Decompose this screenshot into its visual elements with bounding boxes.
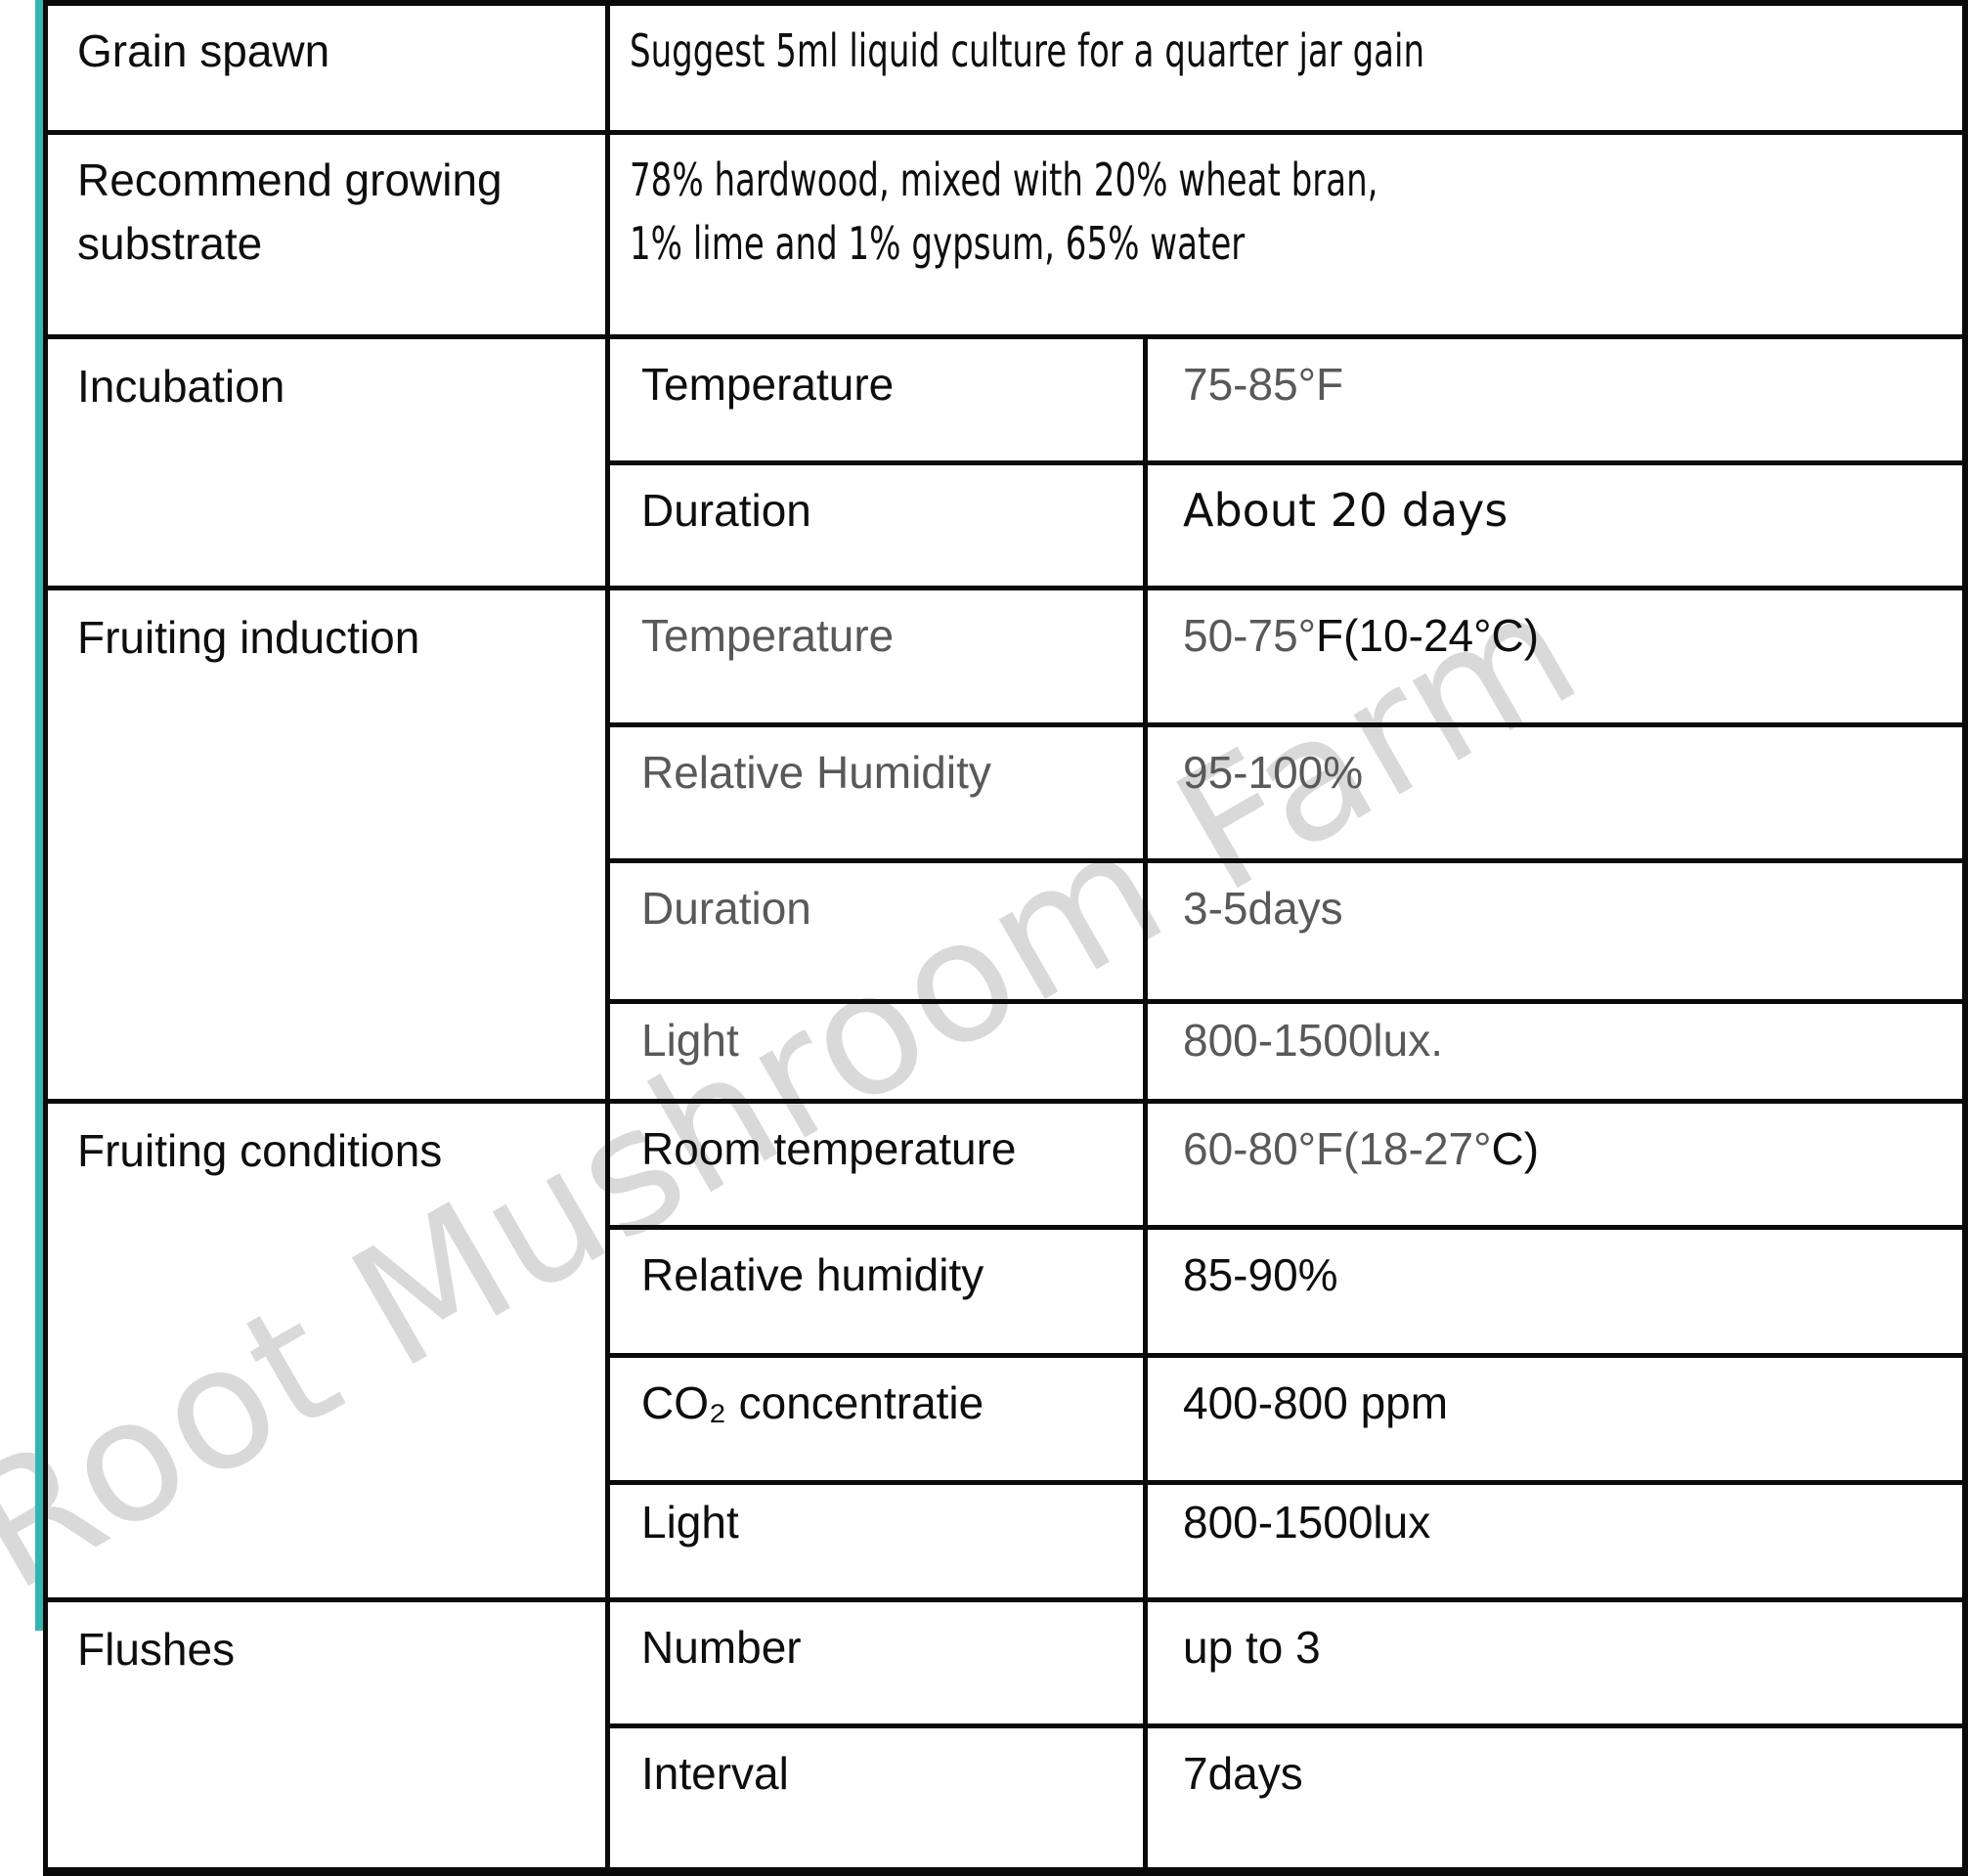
section-label-text: Fruiting induction — [77, 612, 420, 663]
param-flushes-interval: Interval — [605, 1723, 1148, 1874]
param-flushes-number: Number — [605, 1597, 1148, 1728]
value-grain-spawn: Suggest 5ml liquid culture for a quarter… — [605, 0, 1968, 135]
table-row: Light 800-1500lux. — [46, 999, 1968, 1104]
value-text: 800-1500lux. — [1183, 1015, 1443, 1066]
section-label-flushes: Flushes — [43, 1597, 610, 1874]
value-text: 7days — [1183, 1748, 1303, 1799]
param-text: Room temperature — [641, 1123, 1017, 1174]
table-row: CO₂ concentratie 400-800 ppm — [46, 1353, 1968, 1485]
value-incubation-temperature: 75-85°F — [1143, 334, 1968, 465]
section-label-text: Fruiting conditions — [77, 1125, 443, 1176]
section-label-fruiting-induction: Fruiting induction — [43, 586, 610, 1104]
value-text: 85-90% — [1183, 1249, 1338, 1300]
section-label-grain-spawn: Grain spawn — [43, 0, 610, 135]
section-label-incubation: Incubation — [43, 334, 610, 590]
value-incubation-duration: About 20 days — [1143, 460, 1968, 590]
param-induction-duration: Duration — [605, 858, 1148, 1004]
table-row: Fruiting conditions Room temperature 60-… — [43, 1099, 1968, 1602]
value-induction-humidity: 95-100% — [1143, 722, 1968, 863]
value-text: 800-1500lux — [1183, 1497, 1431, 1548]
table-row: Incubation Temperature 75-85°F — [43, 334, 1968, 590]
value-text: up to 3 — [1183, 1622, 1321, 1673]
section-label-substrate: Recommend growing substrate — [43, 130, 610, 339]
table-row: Duration About 20 days — [46, 460, 1968, 590]
value-text: 75-85°F — [1183, 359, 1344, 410]
param-text: Light — [641, 1015, 739, 1066]
param-conditions-room-temperature: Room temperature — [605, 1099, 1148, 1230]
param-conditions-light: Light — [605, 1480, 1148, 1602]
growing-parameters-table: Grain spawn Suggest 5ml liquid culture f… — [43, 0, 1968, 1876]
value-conditions-humidity: 85-90% — [1143, 1225, 1968, 1358]
value-text: 95-100% — [1183, 747, 1364, 798]
value-text-line2: 1% lime and 1% gypsum, 65% water — [630, 217, 1246, 271]
param-incubation-duration: Duration — [605, 460, 1148, 590]
value-text: About 20 days — [1183, 484, 1509, 537]
param-text: Relative humidity — [641, 1249, 984, 1300]
section-label-fruiting-conditions: Fruiting conditions — [43, 1099, 610, 1602]
value-substrate: 78% hardwood, mixed with 20% wheat bran,… — [605, 130, 1968, 339]
table-row: Relative humidity 85-90% — [46, 1225, 1968, 1358]
value-text: 400-800 ppm — [1183, 1377, 1449, 1428]
param-text: Temperature — [641, 610, 895, 661]
value-conditions-light: 800-1500lux — [1143, 1480, 1968, 1602]
table-row: Recommend growing substrate 78% hardwood… — [43, 130, 1968, 339]
value-text: 3-5days — [1183, 883, 1343, 934]
param-induction-light: Light — [605, 999, 1148, 1104]
param-conditions-humidity: Relative humidity — [605, 1225, 1148, 1358]
param-text: Relative Humidity — [641, 747, 991, 798]
table-row: Light 800-1500lux — [46, 1480, 1968, 1602]
value-text-black-part: F(10-24°C) — [1316, 610, 1540, 661]
value-flushes-interval: 7days — [1143, 1723, 1968, 1874]
param-text: Interval — [641, 1748, 789, 1799]
param-induction-humidity: Relative Humidity — [605, 722, 1148, 863]
value-conditions-room-temperature: 60-80°F(18-27°C) — [1143, 1099, 1968, 1230]
section-label-text: Recommend growing substrate — [77, 154, 503, 270]
param-induction-temperature: Temperature — [605, 586, 1148, 727]
value-conditions-co2: 400-800 ppm — [1143, 1353, 1968, 1485]
value-induction-light: 800-1500lux. — [1143, 999, 1968, 1104]
value-text-line1: 78% hardwood, mixed with 20% wheat bran, — [630, 153, 1378, 206]
param-text: Duration — [641, 883, 811, 934]
value-text-black-part: C) — [1491, 1123, 1540, 1174]
table-row: Flushes Number up to 3 — [43, 1597, 1968, 1874]
table-row: Fruiting induction Temperature 50-75°F(1… — [43, 586, 1968, 1104]
section-label-text: Flushes — [77, 1624, 236, 1675]
table-left-accent-border — [35, 0, 43, 1631]
section-label-text: Grain spawn — [77, 25, 330, 76]
value-text: Suggest 5ml liquid culture for a quarter… — [630, 24, 1425, 77]
value-text-gray-part: 50-75° — [1183, 610, 1317, 661]
table-row: Duration 3-5days — [46, 858, 1968, 1004]
param-incubation-temperature: Temperature — [605, 334, 1148, 465]
param-text: Number — [641, 1622, 802, 1673]
value-induction-temperature: 50-75°F(10-24°C) — [1143, 586, 1968, 727]
param-text: Duration — [641, 485, 811, 536]
section-label-text: Incubation — [77, 361, 285, 412]
param-text: Light — [641, 1497, 739, 1548]
param-text: CO₂ concentratie — [641, 1377, 984, 1428]
table-row: Relative Humidity 95-100% — [46, 722, 1968, 863]
value-flushes-number: up to 3 — [1143, 1597, 1968, 1728]
table-row: Grain spawn Suggest 5ml liquid culture f… — [43, 0, 1968, 135]
value-text-gray-part: 60-80°F(18-27° — [1183, 1123, 1492, 1174]
param-text: Temperature — [641, 359, 895, 410]
param-conditions-co2: CO₂ concentratie — [605, 1353, 1148, 1485]
value-induction-duration: 3-5days — [1143, 858, 1968, 1004]
